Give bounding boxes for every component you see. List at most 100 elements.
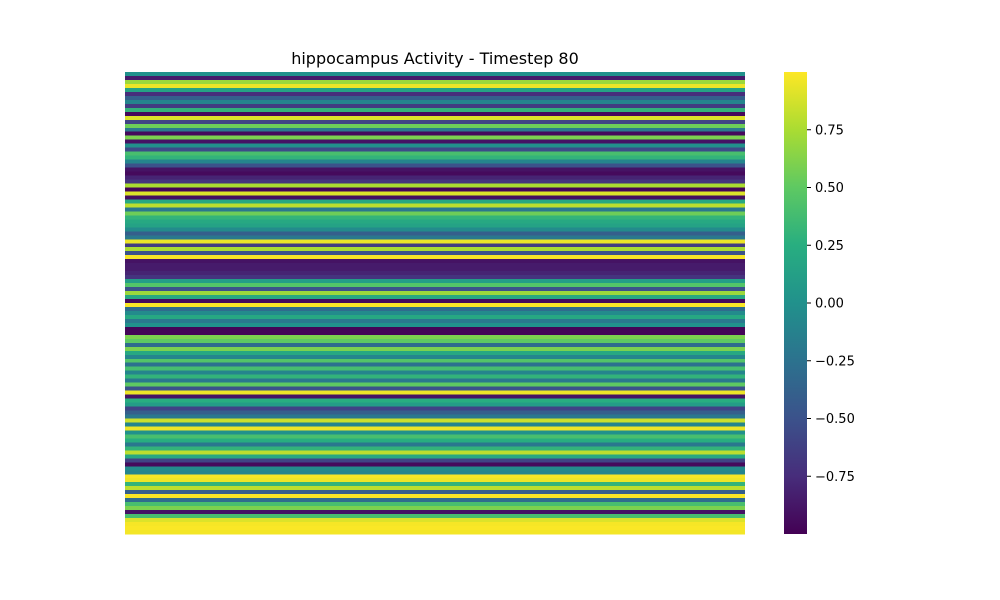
heatmap-row-6 — [125, 95, 745, 101]
heatmap-row-90 — [125, 430, 745, 436]
heatmap-row-2 — [125, 79, 745, 85]
heatmap-row-24 — [125, 167, 745, 173]
heatmap-row-43 — [125, 243, 745, 248]
colorbar-tick-label: −0.50 — [815, 412, 855, 427]
colorbar-tick-label: 0.00 — [815, 297, 844, 312]
heatmap-row-17 — [125, 139, 745, 145]
chart-title: hippocampus Activity - Timestep 80 — [291, 49, 579, 68]
heatmap-row-51 — [125, 275, 745, 280]
heatmap-row-37 — [125, 219, 745, 224]
heatmap-row-59 — [125, 306, 745, 312]
colorbar-tick-label: −0.25 — [815, 354, 855, 369]
heatmap-row-108 — [125, 502, 745, 507]
heatmap-row-44 — [125, 247, 745, 252]
heatmap-row-56 — [125, 295, 745, 300]
heatmap-row-45 — [125, 251, 745, 256]
heatmap-row-20 — [125, 151, 745, 157]
heatmap-row-69 — [125, 346, 745, 352]
heatmap-row-104 — [125, 486, 745, 491]
heatmap-row-86 — [125, 414, 745, 420]
heatmap-row-105 — [125, 490, 745, 495]
heatmap-row-79 — [125, 386, 745, 392]
colorbar — [784, 72, 807, 534]
heatmap-row-7 — [125, 99, 745, 105]
heatmap-row-76 — [125, 374, 745, 380]
heatmap-row-75 — [125, 370, 745, 376]
heatmap-row-115 — [125, 530, 745, 535]
heatmap-row-9 — [125, 107, 745, 113]
heatmap-row-107 — [125, 498, 745, 503]
heatmap-row-13 — [125, 123, 745, 129]
heatmap-row-72 — [125, 358, 745, 364]
heatmap-row-82 — [125, 398, 745, 404]
heatmap-row-48 — [125, 263, 745, 268]
heatmap-row-88 — [125, 422, 745, 428]
heatmap-row-54 — [125, 287, 745, 292]
colorbar-tick-label: −0.75 — [815, 470, 855, 485]
heatmap-cells — [125, 72, 745, 535]
heatmap-row-0 — [125, 72, 745, 77]
heatmap-row-42 — [125, 239, 745, 244]
heatmap-row-95 — [125, 450, 745, 455]
heatmap-row-77 — [125, 378, 745, 384]
heatmap-row-26 — [125, 175, 745, 181]
heatmap-row-109 — [125, 506, 745, 511]
heatmap-row-30 — [125, 191, 745, 197]
heatmap-row-16 — [125, 135, 745, 141]
heatmap-row-14 — [125, 127, 745, 133]
heatmap-row-100 — [125, 470, 745, 475]
heatmap-row-12 — [125, 119, 745, 125]
heatmap-row-5 — [125, 91, 745, 97]
heatmap-row-57 — [125, 299, 745, 304]
heatmap-row-78 — [125, 382, 745, 388]
heatmap-row-113 — [125, 522, 745, 527]
colorbar-tick-label: 0.75 — [815, 123, 844, 138]
heatmap-row-101 — [125, 474, 745, 479]
heatmap-row-81 — [125, 394, 745, 400]
heatmap-row-99 — [125, 466, 745, 471]
heatmap-row-71 — [125, 354, 745, 360]
heatmap-row-41 — [125, 235, 745, 240]
heatmap-row-83 — [125, 402, 745, 408]
heatmap-row-102 — [125, 478, 745, 483]
heatmap-row-11 — [125, 115, 745, 121]
heatmap-row-62 — [125, 318, 745, 324]
heatmap-row-97 — [125, 458, 745, 463]
colorbar-tick-label: 0.50 — [815, 181, 844, 196]
heatmap-row-50 — [125, 271, 745, 276]
heatmap-row-46 — [125, 255, 745, 260]
heatmap-row-32 — [125, 199, 745, 205]
heatmap-row-73 — [125, 362, 745, 368]
heatmap-row-89 — [125, 426, 745, 432]
heatmap-row-70 — [125, 350, 745, 356]
heatmap-row-114 — [125, 526, 745, 531]
heatmap-row-112 — [125, 518, 745, 523]
heatmap-row-63 — [125, 322, 745, 328]
colorbar-ticks: 0.75 0.50 0.25 0.00 −0.25 −0.50 −0.75 — [807, 123, 855, 485]
heatmap-row-61 — [125, 314, 745, 320]
heatmap-row-52 — [125, 279, 745, 284]
heatmap-row-111 — [125, 514, 745, 519]
heatmap-row-28 — [125, 183, 745, 189]
heatmap-row-91 — [125, 434, 745, 440]
heatmap-row-18 — [125, 143, 745, 149]
heatmap-row-35 — [125, 211, 745, 216]
heatmap-row-19 — [125, 147, 745, 153]
heatmap-row-27 — [125, 179, 745, 185]
heatmap-row-98 — [125, 462, 745, 467]
heatmap-row-25 — [125, 171, 745, 177]
heatmap-row-68 — [125, 342, 745, 348]
heatmap-row-94 — [125, 446, 745, 451]
heatmap-row-96 — [125, 454, 745, 459]
heatmap-row-84 — [125, 406, 745, 412]
heatmap-row-67 — [125, 338, 745, 344]
heatmap-row-22 — [125, 159, 745, 165]
heatmap-row-80 — [125, 390, 745, 396]
heatmap-row-66 — [125, 334, 745, 340]
heatmap-row-4 — [125, 87, 745, 93]
heatmap-row-58 — [125, 303, 745, 308]
heatmap-row-1 — [125, 75, 745, 81]
heatmap-row-38 — [125, 223, 745, 228]
